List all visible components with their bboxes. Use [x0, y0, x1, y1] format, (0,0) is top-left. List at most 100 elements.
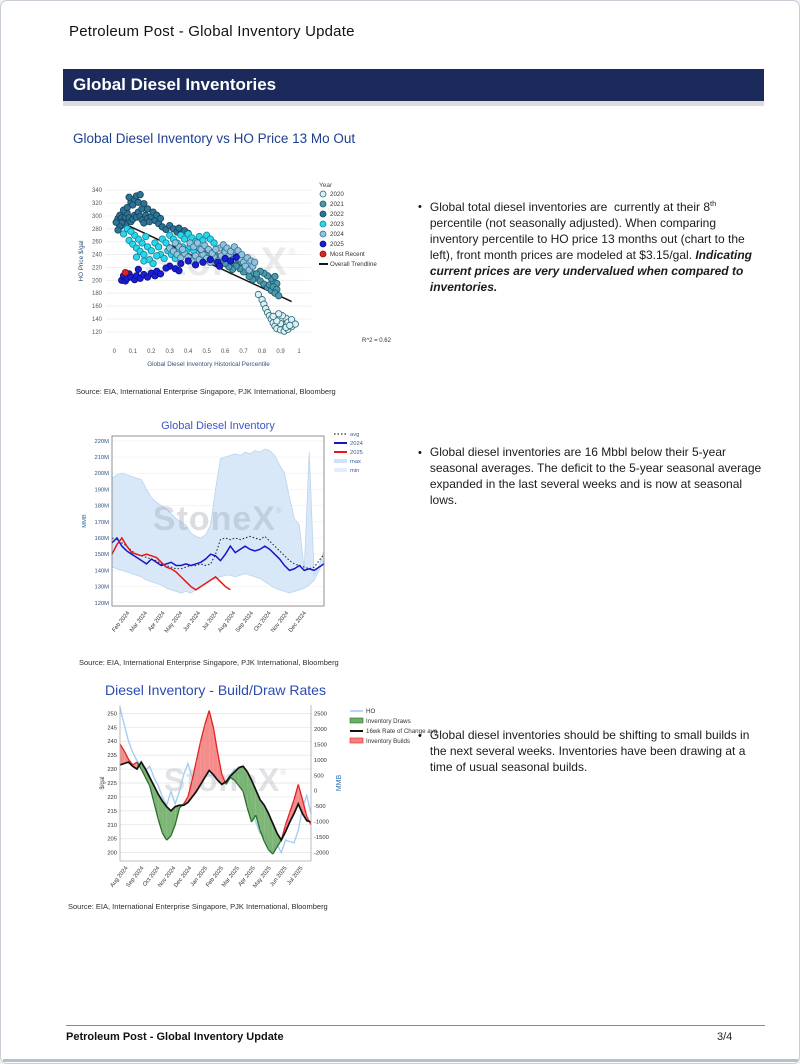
svg-text:240: 240 [92, 253, 103, 259]
svg-text:2025: 2025 [330, 241, 344, 248]
svg-text:140: 140 [92, 317, 103, 323]
svg-text:-2000: -2000 [314, 851, 329, 857]
svg-text:235: 235 [107, 753, 117, 759]
svg-text:1500: 1500 [314, 742, 327, 748]
svg-text:180: 180 [92, 291, 103, 297]
svg-text:2000: 2000 [314, 727, 327, 733]
bullet-1-marker: • [418, 201, 422, 213]
svg-text:225: 225 [107, 781, 117, 787]
svg-text:2023: 2023 [330, 221, 344, 228]
source-note-2: Source: EIA, International Enterprise Si… [79, 658, 339, 667]
section-banner: Global Diesel Inventories [63, 69, 764, 101]
svg-text:1: 1 [297, 349, 301, 355]
svg-text:Sep 2024: Sep 2024 [235, 610, 255, 634]
svg-text:Overall Trendline: Overall Trendline [330, 261, 377, 268]
footer-page-number: 3/4 [717, 1031, 733, 1043]
svg-text:205: 205 [107, 837, 117, 843]
bullet-1-superscript: th [710, 199, 717, 208]
bullet-3-marker: • [418, 730, 422, 742]
svg-text:240: 240 [107, 739, 117, 745]
svg-text:200M: 200M [94, 471, 109, 477]
svg-text:230: 230 [107, 767, 117, 773]
bullet-2-text: Global diesel inventories are 16 Mbbl be… [429, 445, 765, 507]
svg-text:-1500: -1500 [314, 835, 329, 841]
bullet-1-text: Global total diesel inventories are curr… [430, 199, 763, 296]
svg-text:Inventory Draws: Inventory Draws [366, 718, 411, 725]
svg-text:260: 260 [92, 240, 103, 246]
scatter-chart: 120140160180200220240260280300320340Ston… [78, 182, 392, 368]
bullet-1-text-mid: percentile (not seasonally adjusted). Wh… [429, 200, 749, 262]
svg-text:0.4: 0.4 [184, 349, 193, 355]
svg-text:0.1: 0.1 [129, 349, 138, 355]
svg-text:Inventory Builds: Inventory Builds [366, 738, 410, 745]
svg-text:220: 220 [107, 795, 117, 801]
svg-text:Mar 2024: Mar 2024 [129, 610, 149, 634]
bullet-1-text-emphasis: Indicating current prices are very under… [429, 247, 756, 294]
svg-text:avg: avg [350, 432, 359, 438]
svg-text:0.5: 0.5 [202, 349, 211, 355]
svg-text:320: 320 [92, 201, 103, 207]
svg-text:Jul 2024: Jul 2024 [201, 610, 220, 632]
svg-text:160M: 160M [94, 536, 109, 542]
svg-text:2024: 2024 [330, 231, 344, 238]
svg-text:0.2: 0.2 [147, 349, 156, 355]
svg-text:Year: Year [319, 182, 333, 189]
report-header-title: Petroleum Post - Global Inventory Update [69, 23, 355, 40]
svg-text:Most Recent: Most Recent [330, 251, 365, 258]
bullet-3: • Global diesel inventories should be sh… [418, 728, 763, 776]
svg-text:215: 215 [107, 809, 117, 815]
svg-text:500: 500 [314, 773, 324, 779]
svg-text:-500: -500 [314, 804, 326, 810]
svg-text:StoneX®: StoneX® [164, 762, 287, 798]
svg-text:210M: 210M [94, 455, 109, 461]
svg-text:220: 220 [92, 265, 103, 271]
bullet-1: • Global total diesel inventories are cu… [418, 199, 763, 296]
svg-text:140M: 140M [94, 568, 109, 574]
svg-text:R^2 = 0.62: R^2 = 0.62 [362, 338, 392, 344]
bullet-3-text: Global diesel inventories should be shif… [429, 728, 753, 774]
svg-text:0: 0 [314, 789, 317, 795]
svg-text:0.6: 0.6 [221, 349, 230, 355]
svg-text:200: 200 [107, 851, 117, 857]
svg-text:130M: 130M [94, 585, 109, 591]
svg-text:max: max [350, 459, 361, 465]
svg-text:210: 210 [107, 823, 117, 829]
svg-text:Jun 2024: Jun 2024 [182, 610, 202, 633]
svg-text:-1000: -1000 [314, 820, 329, 826]
svg-text:220M: 220M [94, 439, 109, 445]
svg-text:1000: 1000 [314, 758, 327, 764]
svg-text:Global Diesel Inventory: Global Diesel Inventory [161, 420, 275, 432]
footer-title: Petroleum Post - Global Inventory Update [66, 1031, 284, 1043]
bullet-1-text-start: Global total diesel inventories are curr… [429, 200, 711, 214]
footer-accent-bar [3, 1059, 799, 1062]
section-banner-label: Global Diesel Inventories [73, 75, 277, 94]
svg-text:2025: 2025 [350, 450, 363, 456]
svg-text:2500: 2500 [314, 711, 327, 717]
svg-text:0: 0 [113, 349, 117, 355]
source-note-1: Source: EIA, International Enterprise Si… [76, 387, 336, 396]
banner-shadow [63, 101, 764, 106]
svg-text:HO: HO [366, 708, 375, 715]
svg-text:Global Diesel Inventory Histor: Global Diesel Inventory Historical Perce… [147, 361, 270, 368]
footer-divider [66, 1025, 765, 1026]
svg-text:MMB: MMB [336, 775, 343, 792]
svg-text:0.8: 0.8 [258, 349, 267, 355]
build-draw-chart: 200 205 210 215 220 225 230 235 240 245 250 2500 200… [100, 705, 438, 889]
svg-text:$/gal: $/gal [100, 776, 106, 789]
svg-text:min: min [350, 468, 359, 474]
svg-text:0.9: 0.9 [276, 349, 285, 355]
svg-text:160: 160 [92, 304, 103, 310]
source-note-3: Source: EIA, International Enterprise Si… [68, 902, 328, 911]
svg-text:2024: 2024 [350, 441, 364, 447]
svg-text:120M: 120M [94, 601, 109, 607]
svg-text:150M: 150M [94, 552, 109, 558]
svg-text:200: 200 [92, 278, 103, 284]
svg-text:2021: 2021 [330, 201, 344, 208]
svg-text:300: 300 [92, 214, 103, 220]
svg-text:0.7: 0.7 [239, 349, 248, 355]
svg-text:0.3: 0.3 [166, 349, 175, 355]
svg-text:HO Price $/gal: HO Price $/gal [78, 241, 85, 282]
chart3-title: Diesel Inventory - Build/Draw Rates [105, 682, 326, 698]
seasonal-line-chart: Global Diesel Inventory 220M 210M 200M 190M 1… [82, 420, 364, 634]
